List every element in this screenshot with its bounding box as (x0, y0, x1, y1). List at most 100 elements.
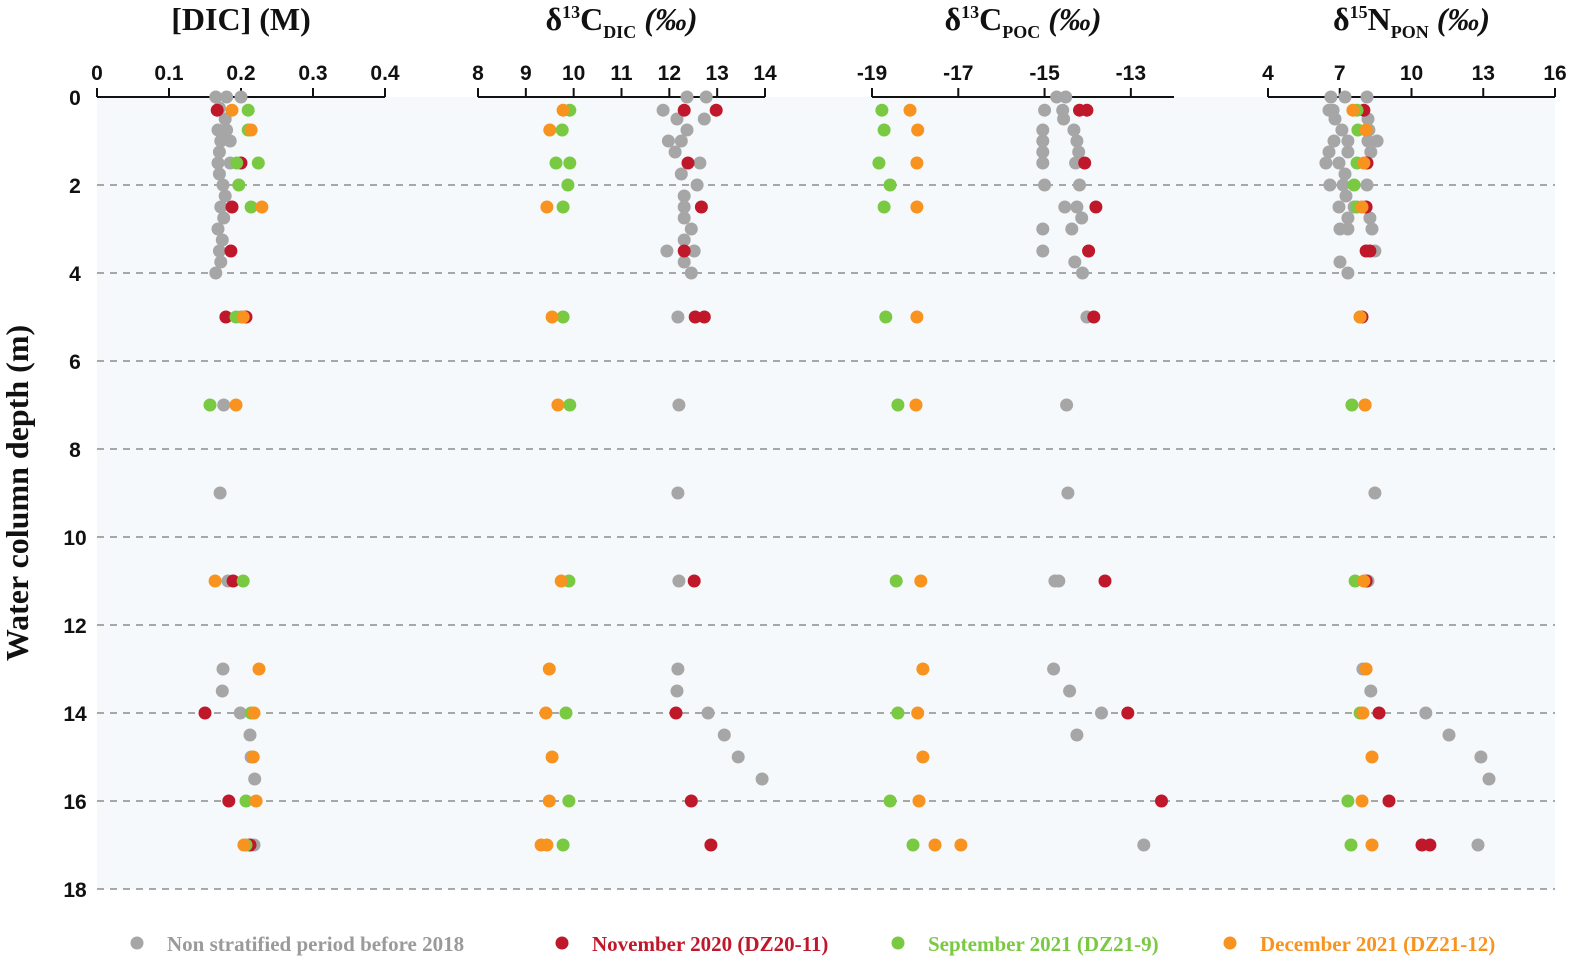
data-point-orange (542, 794, 556, 808)
data-point-gray (1070, 200, 1084, 214)
data-point-gray (1335, 123, 1349, 137)
data-point-gray (1474, 750, 1488, 764)
plot-background (97, 97, 1555, 889)
data-point-gray (1332, 156, 1346, 170)
data-point-gray (699, 90, 713, 104)
series-orange (534, 103, 570, 852)
legend-marker (555, 936, 569, 950)
data-point-gray (1327, 134, 1341, 148)
data-point-gray (1065, 222, 1079, 236)
data-point-gray (1361, 134, 1375, 148)
data-point-gray (234, 90, 248, 104)
data-point-gray (218, 189, 232, 203)
y-tick-label: 2 (69, 175, 81, 198)
data-point-green (230, 156, 244, 170)
y-tick-label: 10 (63, 527, 86, 550)
data-point-green (563, 398, 577, 412)
data-point-gray (213, 486, 227, 500)
legend-marker (1223, 936, 1237, 950)
data-point-green (1347, 178, 1361, 192)
data-point-orange (1357, 156, 1371, 170)
data-point-gray (212, 145, 226, 159)
x-tick-label: 13 (705, 62, 728, 85)
data-point-gray (1073, 178, 1086, 192)
data-point-orange (208, 574, 222, 588)
data-point-red (687, 574, 701, 588)
data-point-gray (1341, 134, 1355, 148)
data-point-green (563, 156, 577, 170)
data-point-orange (255, 200, 269, 214)
series-green (549, 103, 577, 852)
y-tick-label: 0 (69, 87, 81, 110)
data-point-gray (1324, 90, 1338, 104)
x-tick-label: 4 (1262, 62, 1274, 85)
data-point-gray (661, 134, 675, 148)
data-point-orange (1359, 662, 1373, 676)
data-point-gray (1332, 200, 1346, 214)
data-point-orange (916, 662, 930, 676)
data-point-gray (684, 266, 698, 280)
data-point-gray (674, 134, 688, 148)
data-point-red (226, 574, 240, 588)
data-point-gray (1319, 156, 1333, 170)
data-point-gray (687, 244, 701, 258)
data-point-gray (1070, 728, 1084, 742)
y-axis-label: Water column depth (m) (0, 325, 35, 661)
legend-label: September 2021 (DZ21-9) (928, 932, 1159, 956)
data-point-green (559, 706, 573, 720)
data-point-gray (1060, 398, 1074, 412)
y-tick-label: 16 (63, 791, 86, 814)
data-point-gray (1322, 145, 1336, 159)
data-point-green (883, 794, 897, 808)
data-point-orange (1346, 103, 1360, 117)
data-point-orange (909, 398, 923, 412)
x-tick-label: 0 (91, 62, 103, 85)
data-point-gray (220, 123, 234, 137)
data-point-green (906, 838, 920, 852)
data-point-gray (1075, 211, 1089, 225)
data-point-green (241, 103, 255, 117)
series-orange (903, 103, 968, 852)
data-point-gray (668, 145, 682, 159)
data-point-orange (543, 123, 557, 137)
data-point-orange (1355, 794, 1369, 808)
x-tick-label: 0.1 (154, 62, 184, 85)
data-point-orange (225, 103, 239, 117)
data-point-green (203, 398, 217, 412)
data-point-gray (215, 233, 229, 247)
data-point-gray (212, 167, 226, 181)
panel-2: 8 9 10 11 12 13 14 δ13CDIC (‰) (472, 1, 777, 852)
data-point-gray (1339, 189, 1353, 203)
data-point-green (1341, 794, 1355, 808)
data-point-orange (545, 310, 559, 324)
y-tick-label: 14 (63, 703, 87, 726)
data-point-gray (693, 156, 707, 170)
data-point-green (556, 200, 570, 214)
series-orange (1346, 103, 1379, 852)
data-point-gray (677, 189, 691, 203)
data-point-gray (1363, 211, 1377, 225)
x-tick-label: 13 (1472, 62, 1495, 85)
data-point-gray (1059, 90, 1073, 104)
panel-title: δ15NPON (‰) (1333, 1, 1490, 42)
data-point-red (1121, 706, 1135, 720)
data-point-gray (1063, 684, 1077, 698)
data-point-gray (1072, 145, 1086, 159)
data-point-gray (1471, 838, 1485, 852)
data-point-gray (1419, 706, 1433, 720)
data-point-gray (1364, 684, 1378, 698)
series-red (669, 103, 723, 852)
data-point-gray (690, 178, 704, 192)
data-point-green (883, 178, 897, 192)
data-point-orange (545, 750, 559, 764)
legend-item-orange: December 2021 (DZ21-12) (1223, 932, 1495, 956)
x-tick-label: 12 (658, 62, 681, 85)
data-point-orange (1365, 750, 1379, 764)
data-point-gray (1076, 266, 1089, 280)
data-point-orange (249, 794, 263, 808)
data-point-green (877, 200, 891, 214)
data-point-red (224, 244, 238, 258)
data-point-orange (928, 838, 942, 852)
data-point-gray (212, 244, 226, 258)
data-point-gray (209, 266, 223, 280)
